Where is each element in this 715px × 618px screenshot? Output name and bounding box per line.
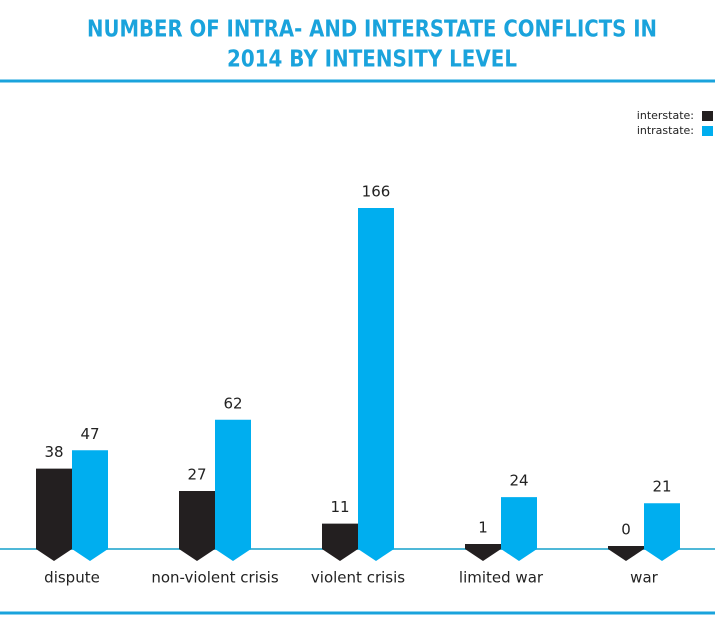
data-label: 47 [80, 425, 99, 443]
data-label: 1 [478, 518, 488, 536]
bar [36, 468, 72, 561]
x-tick-label: dispute [44, 569, 100, 587]
bar [179, 491, 215, 561]
bar [644, 503, 680, 561]
legend-label: interstate: [637, 109, 694, 122]
data-label: 11 [330, 498, 349, 516]
x-tick-label: violent crisis [311, 569, 405, 587]
data-label: 0 [621, 521, 631, 539]
bar [215, 419, 251, 561]
bar [322, 523, 358, 561]
data-label: 27 [187, 466, 206, 484]
x-tick-label: limited war [459, 569, 544, 587]
x-tick-label: non-violent crisis [151, 569, 279, 587]
data-label: 24 [509, 472, 528, 490]
data-label: 62 [223, 394, 242, 412]
chart-title: NUMBER OF INTRA- AND INTERSTATE CONFLICT… [87, 17, 657, 43]
data-label: 38 [44, 443, 63, 461]
x-tick-label: war [630, 569, 658, 587]
legend-swatch [702, 126, 713, 136]
bar [358, 208, 394, 561]
legend-swatch [702, 111, 713, 121]
bar [501, 497, 537, 561]
chart-title: 2014 BY INTENSITY LEVEL [227, 47, 517, 73]
data-label: 21 [652, 478, 671, 496]
bar [608, 546, 644, 561]
bar [72, 450, 108, 561]
data-label: 166 [362, 183, 391, 201]
bar [465, 543, 501, 561]
legend-label: intrastate: [637, 124, 694, 137]
